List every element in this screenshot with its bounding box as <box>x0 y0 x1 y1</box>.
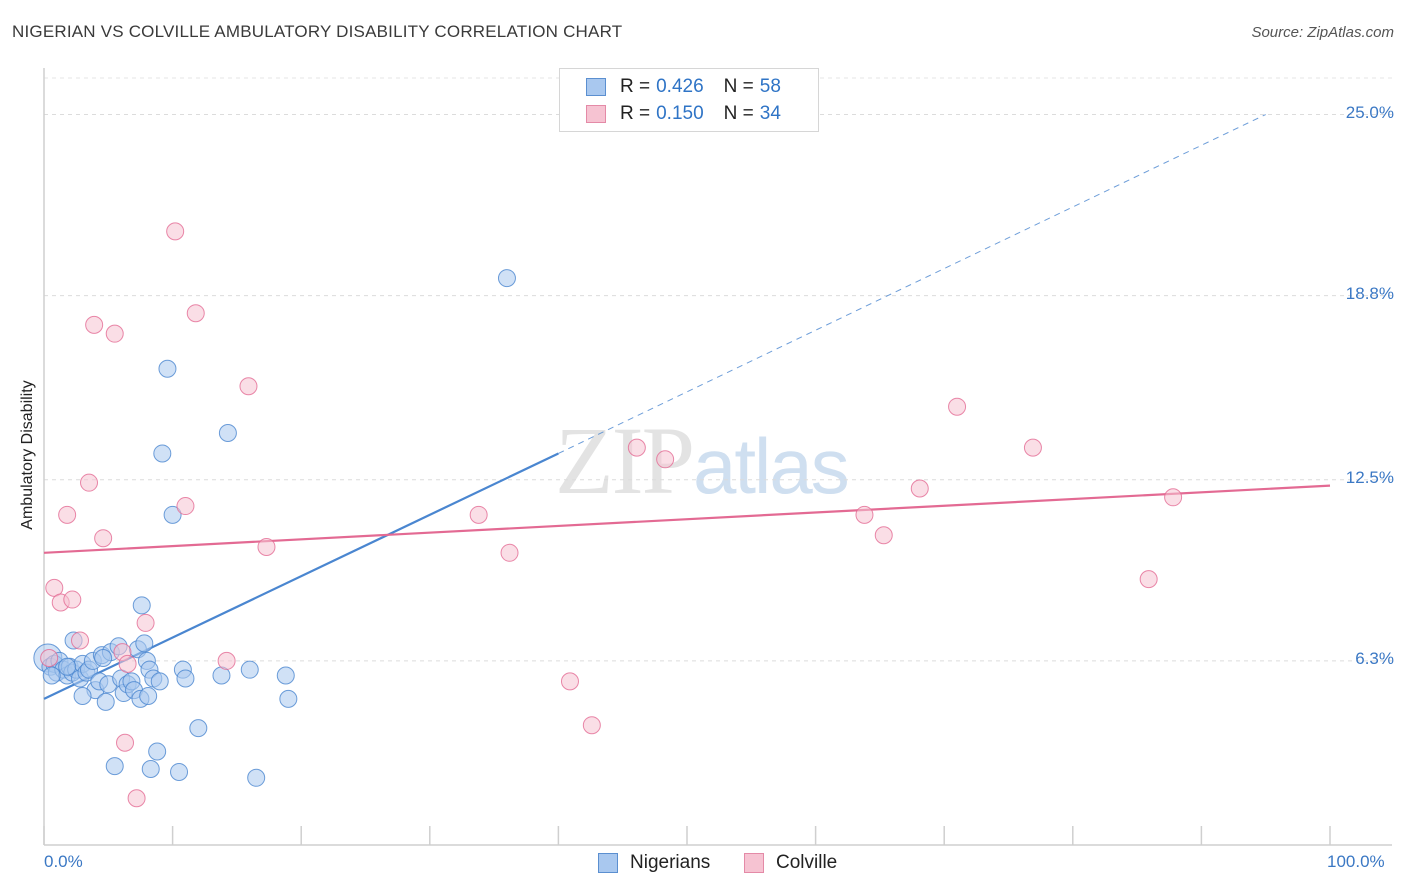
point-colville <box>257 537 276 556</box>
bottom-legend-label-colville: Colville <box>776 852 838 873</box>
point-nigerians <box>240 660 259 679</box>
data-points <box>33 222 1183 808</box>
point-colville <box>1139 570 1158 589</box>
legend-swatch-colville <box>586 105 606 123</box>
legend-swatch-nigerians <box>586 78 606 96</box>
point-nigerians <box>247 768 266 787</box>
point-nigerians <box>96 692 115 711</box>
point-nigerians <box>94 648 113 667</box>
point-colville <box>1023 438 1042 457</box>
bottom-legend-swatch-nigerians <box>598 853 618 873</box>
trend-line-colville <box>43 484 1331 554</box>
point-colville <box>910 479 929 498</box>
point-colville <box>239 377 258 396</box>
grid-lines <box>44 77 1392 662</box>
point-nigerians <box>163 505 182 524</box>
point-colville <box>40 648 59 667</box>
point-nigerians <box>150 672 169 691</box>
point-nigerians <box>218 424 237 443</box>
point-nigerians <box>105 757 124 776</box>
legend-r-label: R = <box>620 76 651 97</box>
point-colville <box>80 473 99 492</box>
legend-r-value-nigerians: 0.426 <box>656 76 704 97</box>
x-tick-label-max: 100.0% <box>1327 852 1385 871</box>
x-tick-label-min: 0.0% <box>44 852 83 871</box>
point-colville <box>874 526 893 545</box>
point-nigerians <box>279 689 298 708</box>
point-nigerians <box>58 657 77 676</box>
point-colville <box>469 505 488 524</box>
point-nigerians <box>158 359 177 378</box>
point-colville <box>217 651 236 670</box>
trend-extension-nigerians <box>558 114 1266 454</box>
legend-n-label: N = <box>723 103 754 124</box>
bottom-legend-swatch-colville <box>744 853 764 873</box>
point-colville <box>582 716 601 735</box>
point-nigerians <box>135 634 154 653</box>
chart-title: NIGERIAN VS COLVILLE AMBULATORY DISABILI… <box>12 22 623 41</box>
legend-n-label: N = <box>723 76 754 97</box>
point-colville <box>63 590 82 609</box>
legend-row-colville: R = 0.150 N = 34 <box>586 102 781 126</box>
point-colville <box>85 315 104 334</box>
point-colville <box>1164 488 1183 507</box>
y-tick-label: 6.3% <box>1355 648 1394 668</box>
y-axis-label: Ambulatory Disability <box>19 380 36 530</box>
point-colville <box>118 654 137 673</box>
point-colville <box>116 733 135 752</box>
watermark-atlas: atlas <box>693 422 850 510</box>
point-colville <box>500 543 519 562</box>
point-colville <box>166 222 185 241</box>
point-colville <box>186 304 205 323</box>
y-tick-label: 25.0% <box>1345 102 1394 122</box>
source-label: Source: ZipAtlas.com <box>1251 24 1394 41</box>
bottom-legend-label-nigerians: Nigerians <box>630 852 711 873</box>
point-nigerians <box>153 444 172 463</box>
legend-n-value-colville: 34 <box>759 103 781 124</box>
point-colville <box>627 438 646 457</box>
legend-row-nigerians: R = 0.426 N = 58 <box>586 75 781 99</box>
point-nigerians <box>148 742 167 761</box>
point-colville <box>71 631 90 650</box>
y-tick-label: 12.5% <box>1345 467 1394 487</box>
point-colville <box>560 672 579 691</box>
bottom-legend-colville: Colville <box>744 852 837 874</box>
point-colville <box>948 397 967 416</box>
point-nigerians <box>170 762 189 781</box>
point-nigerians <box>73 686 92 705</box>
legend-n-value-nigerians: 58 <box>759 76 781 97</box>
point-nigerians <box>141 760 160 779</box>
point-colville <box>855 505 874 524</box>
point-colville <box>94 529 113 548</box>
point-colville <box>105 324 124 343</box>
point-nigerians <box>276 666 295 685</box>
correlation-legend: R = 0.426 N = 58 R = 0.150 N = 34 <box>559 68 819 132</box>
point-nigerians <box>176 669 195 688</box>
point-nigerians <box>42 666 61 685</box>
watermark: ZIPatlas <box>555 405 850 516</box>
axes <box>43 68 1392 846</box>
point-colville <box>176 497 195 516</box>
point-colville <box>136 613 155 632</box>
point-nigerians <box>189 719 208 738</box>
point-colville <box>656 450 675 469</box>
legend-r-value-colville: 0.150 <box>656 103 704 124</box>
trend-lines <box>43 114 1331 700</box>
point-colville <box>58 505 77 524</box>
bottom-legend-nigerians: Nigerians <box>598 852 710 874</box>
legend-r-label: R = <box>620 103 651 124</box>
y-tick-label: 18.8% <box>1345 283 1394 303</box>
point-nigerians <box>139 686 158 705</box>
point-nigerians <box>497 269 516 288</box>
point-colville <box>127 789 146 808</box>
point-nigerians <box>132 596 151 615</box>
